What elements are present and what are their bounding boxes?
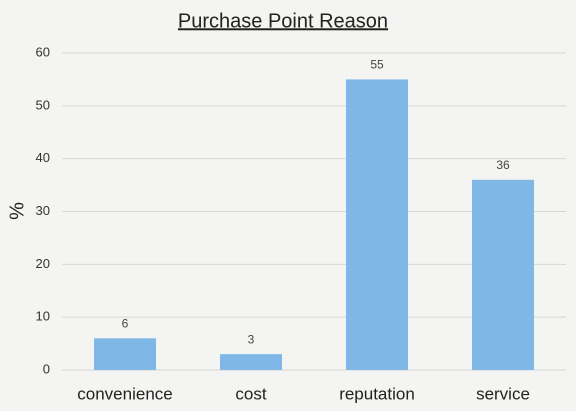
x-tick-label: reputation: [339, 384, 415, 403]
data-label: 3: [248, 332, 255, 346]
x-tick-label: cost: [235, 384, 266, 403]
data-label: 6: [122, 316, 129, 330]
bar: [220, 354, 282, 370]
y-tick-label: 30: [36, 203, 50, 218]
y-tick-label: 40: [36, 150, 50, 165]
chart-title: Purchase Point Reason: [178, 10, 388, 32]
y-tick-label: 50: [36, 97, 50, 112]
y-tick-label: 60: [36, 44, 50, 59]
y-tick-label: 0: [43, 361, 50, 376]
data-label: 55: [370, 58, 384, 72]
y-tick-label: 10: [36, 309, 50, 324]
bar: [94, 338, 156, 370]
x-tick-label: convenience: [77, 384, 172, 403]
y-axis-label: %: [6, 202, 28, 220]
data-label: 36: [496, 158, 510, 172]
y-tick-label: 20: [36, 256, 50, 271]
bar: [346, 79, 408, 371]
x-tick-label: service: [476, 384, 530, 403]
bar: [472, 179, 534, 370]
